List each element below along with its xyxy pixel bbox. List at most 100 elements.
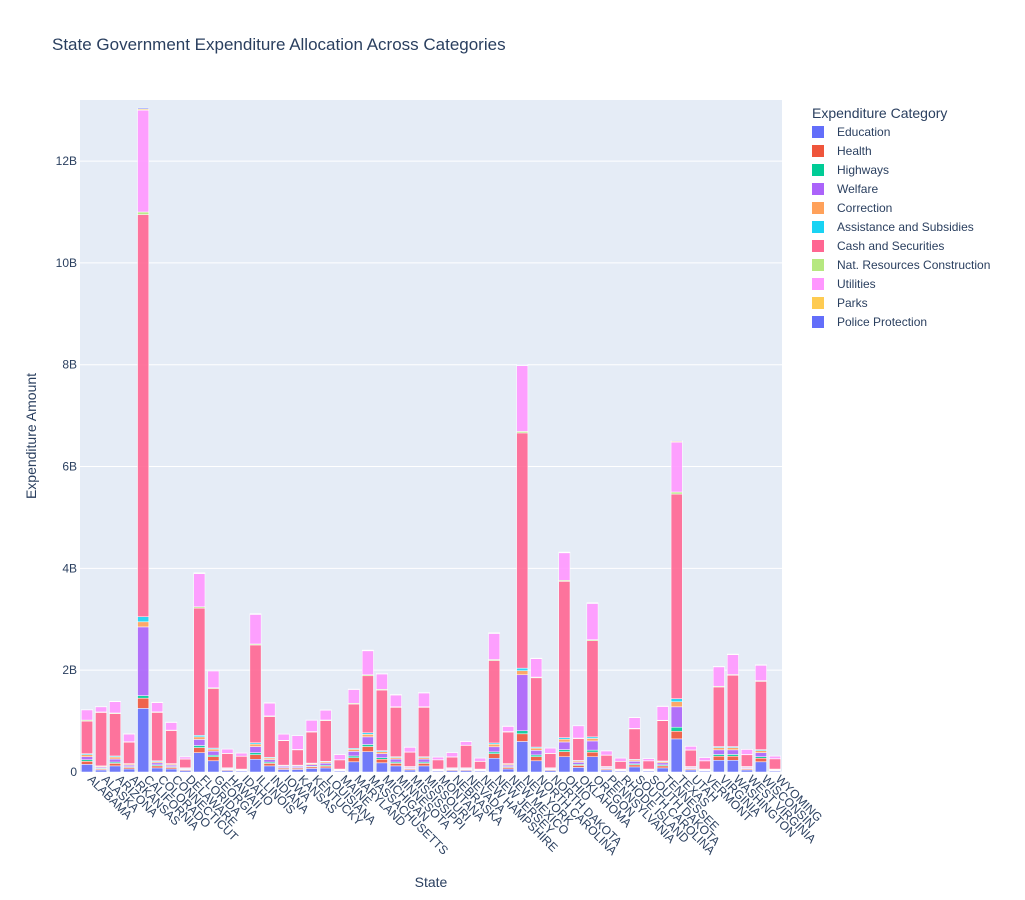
bar-segment[interactable]	[95, 769, 107, 773]
bar-segment[interactable]	[586, 756, 599, 773]
bar-segment[interactable]	[656, 762, 669, 766]
bar-segment[interactable]	[755, 761, 767, 773]
bar-segment[interactable]	[81, 764, 93, 773]
bar-segment[interactable]	[109, 765, 121, 773]
bar-segment[interactable]	[684, 749, 697, 767]
bar-segment[interactable]	[109, 758, 121, 763]
bar-segment[interactable]	[712, 755, 725, 761]
bar-segment[interactable]	[600, 755, 613, 767]
legend-swatch[interactable]	[812, 240, 824, 252]
bar-segment[interactable]	[544, 747, 557, 754]
bar-segment[interactable]	[81, 761, 93, 765]
bar-segment[interactable]	[193, 572, 206, 574]
bar-segment[interactable]	[207, 688, 220, 749]
bar-segment[interactable]	[712, 749, 725, 755]
bar-segment[interactable]	[670, 706, 683, 728]
bar-segment[interactable]	[516, 364, 529, 366]
bar-segment[interactable]	[460, 745, 472, 769]
bar-segment[interactable]	[109, 713, 121, 757]
bar-segment[interactable]	[123, 768, 136, 773]
bar-segment[interactable]	[179, 756, 192, 760]
bar-segment[interactable]	[670, 701, 683, 708]
bar-segment[interactable]	[249, 743, 262, 747]
bar-segment[interactable]	[221, 748, 234, 754]
bar-segment[interactable]	[755, 665, 767, 681]
bar-segment[interactable]	[516, 432, 529, 669]
bar-segment[interactable]	[95, 706, 107, 713]
bar-segment[interactable]	[109, 756, 121, 760]
bar-segment[interactable]	[137, 621, 150, 628]
bar-segment[interactable]	[81, 754, 93, 757]
bar-segment[interactable]	[530, 750, 543, 756]
bar-segment[interactable]	[488, 751, 501, 754]
bar-segment[interactable]	[726, 654, 739, 675]
bar-segment[interactable]	[712, 666, 725, 687]
legend-swatch[interactable]	[812, 278, 824, 290]
bar-segment[interactable]	[684, 746, 697, 751]
bar-segment[interactable]	[642, 758, 655, 761]
bar-segment[interactable]	[516, 733, 529, 742]
bar-segment[interactable]	[726, 747, 739, 751]
legend-item-label[interactable]: Cash and Securities	[837, 239, 944, 253]
bar-segment[interactable]	[249, 759, 262, 773]
bar-segment[interactable]	[361, 675, 374, 734]
bar-segment[interactable]	[530, 677, 543, 748]
legend-item-label[interactable]: Assistance and Subsidies	[837, 220, 974, 234]
bar-segment[interactable]	[193, 736, 206, 740]
bar-segment[interactable]	[516, 741, 529, 773]
bar-segment[interactable]	[488, 746, 501, 753]
bar-segment[interactable]	[670, 738, 683, 773]
legend[interactable]: Expenditure Category Education Health High…	[812, 105, 990, 329]
bar-segment[interactable]	[347, 689, 360, 704]
legend-item-label[interactable]: Police Protection	[837, 315, 927, 329]
bar-segment[interactable]	[488, 660, 501, 744]
bar-segment[interactable]	[572, 725, 585, 739]
bar-segment[interactable]	[165, 722, 178, 731]
bar-segment[interactable]	[670, 698, 683, 702]
bar-segment[interactable]	[404, 769, 416, 773]
bar-segment[interactable]	[221, 753, 234, 769]
bar-segment[interactable]	[95, 712, 107, 767]
bar-segment[interactable]	[558, 756, 571, 773]
bar-segment[interactable]	[390, 763, 402, 767]
bar-segment[interactable]	[642, 760, 655, 770]
bar-segment[interactable]	[656, 765, 669, 769]
bar-segment[interactable]	[432, 759, 444, 770]
bar-segment[interactable]	[558, 751, 571, 757]
bar-segment[interactable]	[600, 750, 613, 756]
bars[interactable]	[81, 107, 781, 773]
bar-segment[interactable]	[418, 763, 430, 767]
bar-segment[interactable]	[347, 703, 360, 749]
bar-segment[interactable]	[755, 750, 767, 753]
bar-segment[interactable]	[502, 731, 515, 764]
bar-segment[interactable]	[263, 702, 276, 717]
bar-segment[interactable]	[755, 752, 767, 757]
bar-segment[interactable]	[193, 573, 206, 608]
bar-segment[interactable]	[277, 733, 290, 741]
bar-segment[interactable]	[263, 765, 276, 773]
bar-segment[interactable]	[516, 667, 529, 671]
bar-segment[interactable]	[558, 741, 571, 750]
bar-segment[interactable]	[390, 694, 402, 707]
bar-segment[interactable]	[502, 726, 515, 732]
bar-segment[interactable]	[151, 712, 164, 762]
bar-segment[interactable]	[586, 740, 599, 751]
bar-segment[interactable]	[305, 720, 318, 732]
bar-segment[interactable]	[712, 754, 725, 757]
bar-segment[interactable]	[207, 748, 220, 752]
bar-segment[interactable]	[361, 650, 374, 676]
bar-segment[interactable]	[109, 701, 121, 714]
bar-segment[interactable]	[305, 731, 318, 764]
bar-segment[interactable]	[432, 756, 444, 760]
bar-segment[interactable]	[361, 734, 374, 738]
bar-segment[interactable]	[558, 749, 571, 752]
legend-swatch[interactable]	[812, 316, 824, 328]
bar-segment[interactable]	[530, 754, 543, 757]
bar-segment[interactable]	[670, 731, 683, 740]
bar-segment[interactable]	[291, 769, 304, 773]
bar-segment[interactable]	[460, 741, 472, 746]
bar-segment[interactable]	[530, 658, 543, 678]
bar-segment[interactable]	[347, 761, 360, 773]
bar-segment[interactable]	[263, 759, 276, 763]
bar-segment[interactable]	[179, 758, 192, 769]
